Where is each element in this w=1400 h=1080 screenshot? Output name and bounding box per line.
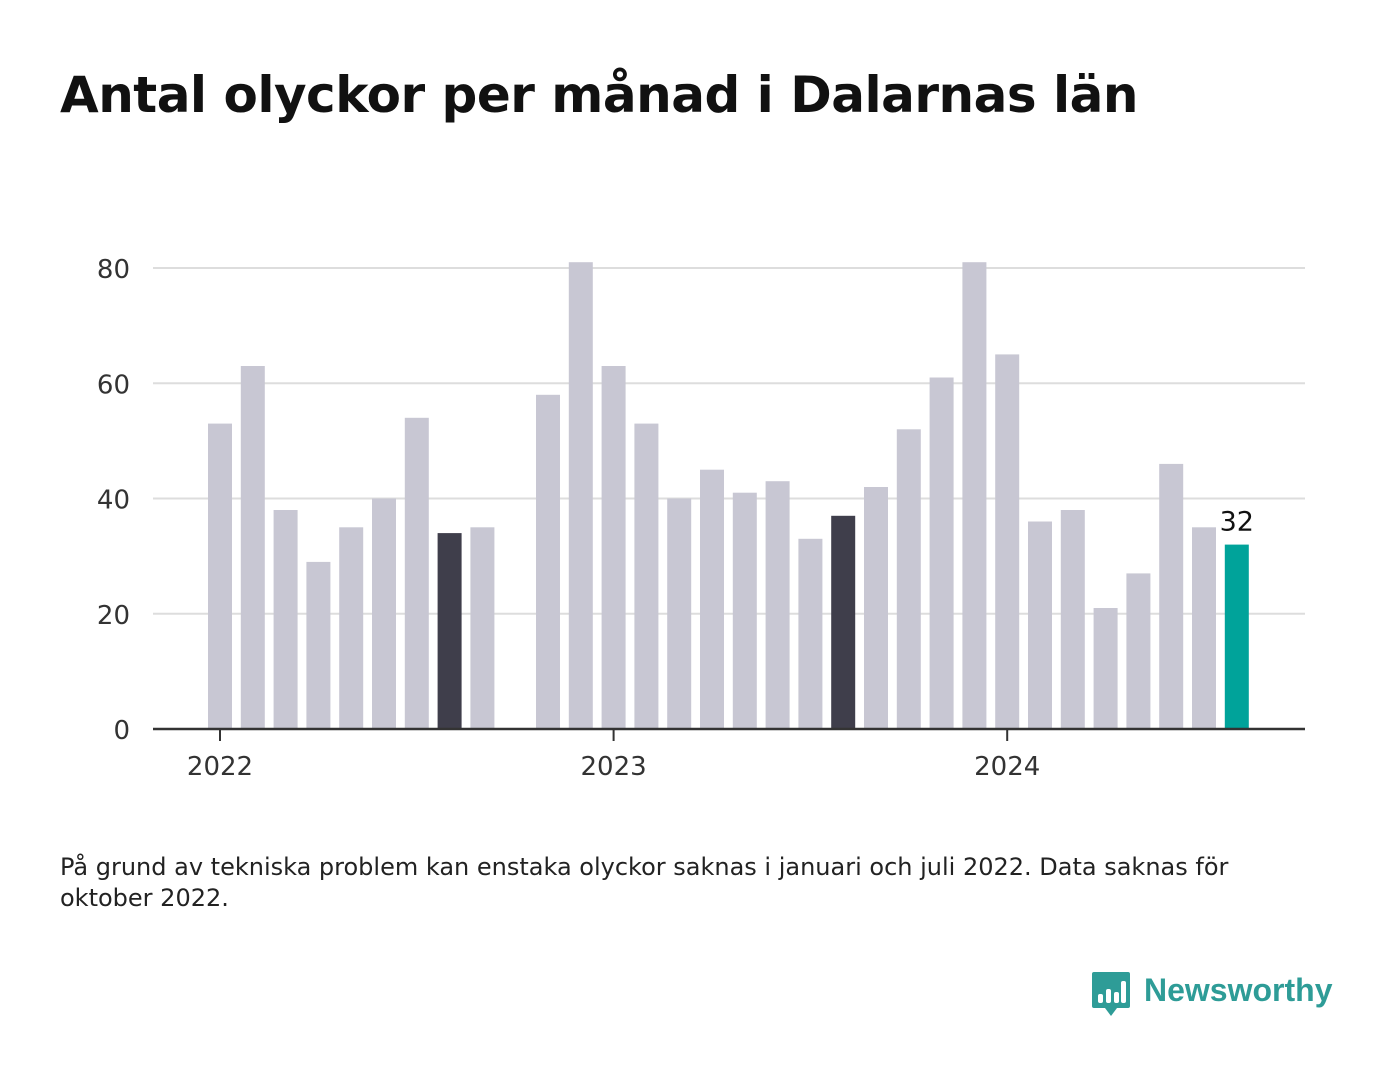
bar-2024-08 <box>1224 544 1249 729</box>
bar-2022-07 <box>404 417 429 729</box>
bar-2023-05 <box>732 492 757 729</box>
footnote: På grund av tekniska problem kan enstaka… <box>60 853 1229 912</box>
x-tick-label-2022: 2022 <box>187 752 253 782</box>
bar-2024-03 <box>1060 510 1085 729</box>
bar-chart: 0 20 40 60 80 2022 2023 2024 32 <box>97 255 1305 782</box>
bar-2022-11 <box>536 394 560 729</box>
bar-2022-12 <box>568 262 593 729</box>
bar-2023-04 <box>700 469 724 729</box>
bar-2022-06 <box>372 498 396 729</box>
brand-logo[interactable]: Newsworthy <box>1090 970 1332 1022</box>
bar-chart-speech-bubble-icon <box>1092 972 1130 1016</box>
bar-2024-05 <box>1126 573 1151 729</box>
bar-2023-01 <box>601 366 626 729</box>
y-tick-label-40: 40 <box>97 486 130 516</box>
bar-2023-07 <box>798 538 823 729</box>
bar-2022-02 <box>240 366 265 729</box>
y-tick-label-60: 60 <box>97 370 130 400</box>
bar-2023-02 <box>634 423 659 729</box>
bar-2022-04 <box>306 561 331 729</box>
bar-2024-07 <box>1192 527 1216 729</box>
bar-2024-01 <box>995 354 1020 729</box>
bar-2024-06 <box>1159 463 1184 729</box>
bar-2022-05 <box>339 527 364 729</box>
bar-2022-09 <box>470 527 495 729</box>
bar-2023-03 <box>667 498 692 729</box>
bar-2023-09 <box>864 487 888 729</box>
bar-2024-04 <box>1093 608 1118 729</box>
bar-2023-12 <box>962 262 987 729</box>
y-tick-label-80: 80 <box>97 255 130 285</box>
bar-2024-02 <box>1028 521 1052 729</box>
chart-title: Antal olyckor per månad i Dalarnas län <box>60 66 1138 124</box>
bar-2022-01 <box>208 423 232 729</box>
y-tick-label-0: 0 <box>113 716 130 746</box>
y-tick-label-20: 20 <box>97 601 130 631</box>
data-label-2024-08: 32 <box>1220 507 1254 538</box>
brand-name: Newsworthy <box>1144 972 1333 1008</box>
x-tick-label-2023: 2023 <box>581 752 647 782</box>
bar-2023-08 <box>831 515 856 729</box>
bar-2023-06 <box>765 481 790 729</box>
bar-2022-03 <box>273 510 298 729</box>
bar-2023-11 <box>929 377 954 729</box>
bar-2022-08 <box>437 533 462 729</box>
bar-2023-10 <box>896 429 921 729</box>
x-tick-label-2024: 2024 <box>974 752 1040 782</box>
